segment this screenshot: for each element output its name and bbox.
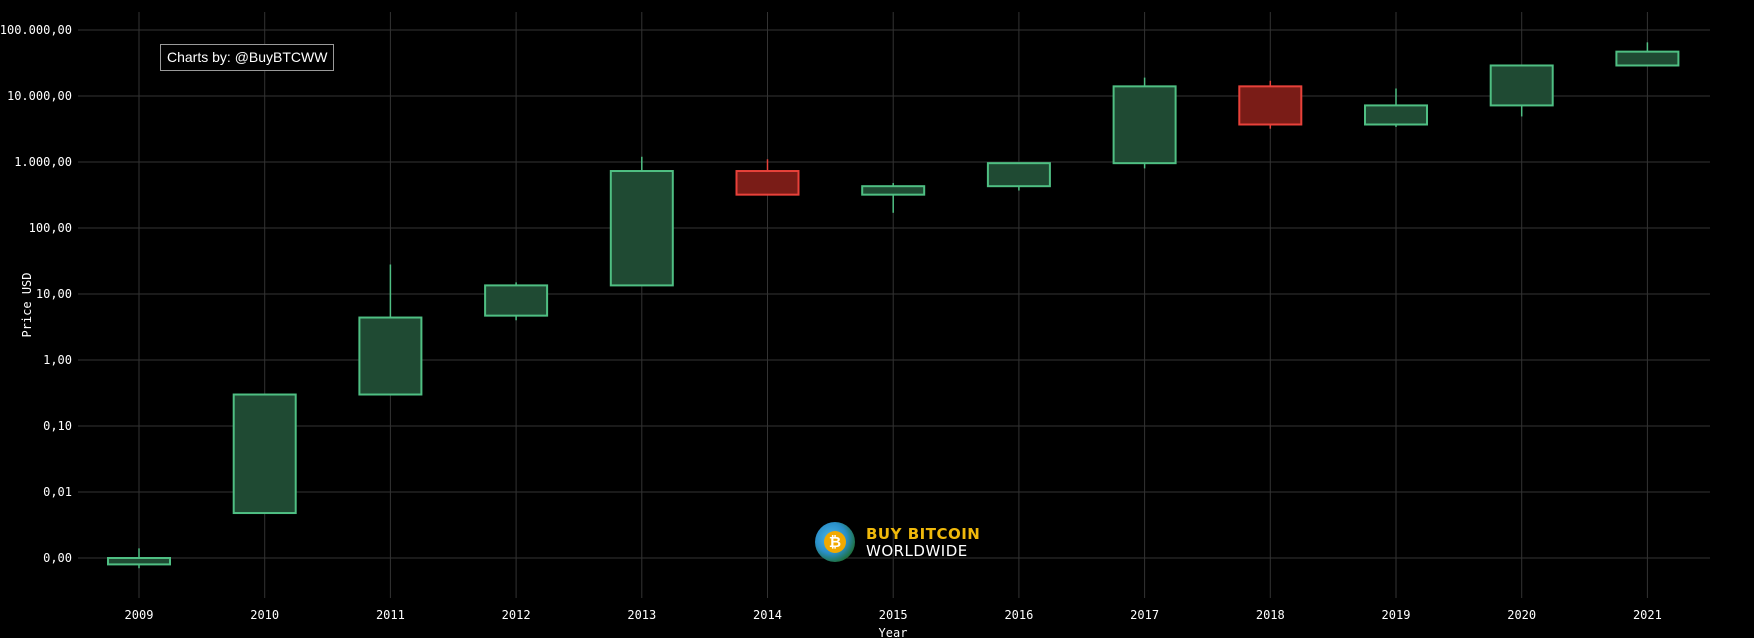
candle-2015 — [861, 183, 926, 213]
x-tick-label: 2021 — [1633, 608, 1662, 622]
globe-coin-icon: ₿ — [815, 522, 855, 562]
candle-body — [609, 170, 674, 287]
y-tick-label: 0,10 — [43, 419, 72, 433]
x-tick-label: 2015 — [879, 608, 908, 622]
y-tick-label: 0,01 — [43, 485, 72, 499]
candle-2013 — [609, 156, 674, 287]
candle-2016 — [986, 162, 1051, 191]
candle-body — [1364, 104, 1428, 126]
y-tick-label: 100,00 — [29, 221, 72, 235]
candle-body — [232, 393, 297, 515]
candle-body — [861, 185, 926, 196]
candle-2021 — [1615, 42, 1680, 67]
candle-2009 — [107, 548, 171, 569]
candle-2017 — [1112, 77, 1177, 169]
y-tick-label: 0,00 — [43, 551, 72, 565]
y-axis-ticks: 0,00 0,01 0,10 1,00 10,00 100,00 1.000,00 10.00… — [0, 23, 72, 565]
candle-body — [1615, 50, 1680, 67]
y-tick-label: 1.000,00 — [14, 155, 72, 169]
x-tick-label: 2019 — [1382, 608, 1411, 622]
x-tick-label: 2013 — [627, 608, 656, 622]
candle-body — [735, 170, 800, 196]
y-tick-label: 10,00 — [36, 287, 72, 301]
x-axis-title: Year — [879, 626, 908, 638]
buy-bitcoin-worldwide-logo: ₿ BUY BITCOIN WORLDWIDE — [815, 522, 995, 564]
candle-body — [1112, 85, 1177, 165]
candle-2019 — [1364, 88, 1428, 127]
x-axis-ticks: 2009 2010 2011 2012 2013 2014 2015 2016 2017 2018… — [125, 608, 1662, 622]
x-tick-label: 2016 — [1004, 608, 1033, 622]
x-tick-label: 2020 — [1507, 608, 1536, 622]
candle-body — [986, 162, 1051, 188]
x-tick-label: 2018 — [1256, 608, 1285, 622]
credit-label: Charts by: @BuyBTCWW — [160, 44, 335, 71]
candle-body — [484, 284, 549, 317]
candle-2010 — [232, 393, 297, 515]
x-tick-label: 2012 — [502, 608, 531, 622]
logo-text-top: BUY BITCOIN — [866, 525, 981, 543]
candle-2014 — [735, 159, 800, 196]
bitcoin-icon: ₿ — [824, 531, 846, 553]
x-tick-label: 2017 — [1130, 608, 1159, 622]
candle-body — [358, 316, 423, 396]
y-axis-title: Price USD — [20, 272, 34, 337]
x-tick-label: 2009 — [125, 608, 154, 622]
candle-2012 — [484, 282, 549, 321]
logo-text-bottom: WORLDWIDE — [866, 542, 968, 560]
x-tick-label: 2014 — [753, 608, 782, 622]
x-tick-label: 2011 — [376, 608, 405, 622]
candle-body — [107, 557, 171, 566]
grid-lines — [78, 12, 1710, 598]
candles — [107, 42, 1680, 569]
candle-body — [1238, 85, 1303, 126]
x-tick-label: 2010 — [250, 608, 279, 622]
y-tick-label: 1,00 — [43, 353, 72, 367]
candle-body — [1489, 64, 1554, 107]
y-tick-label: 10.000,00 — [7, 89, 72, 103]
candle-2018 — [1238, 80, 1303, 129]
candle-2020 — [1489, 64, 1554, 117]
y-tick-label: 100.000,00 — [0, 23, 72, 37]
candle-2011 — [358, 264, 423, 396]
